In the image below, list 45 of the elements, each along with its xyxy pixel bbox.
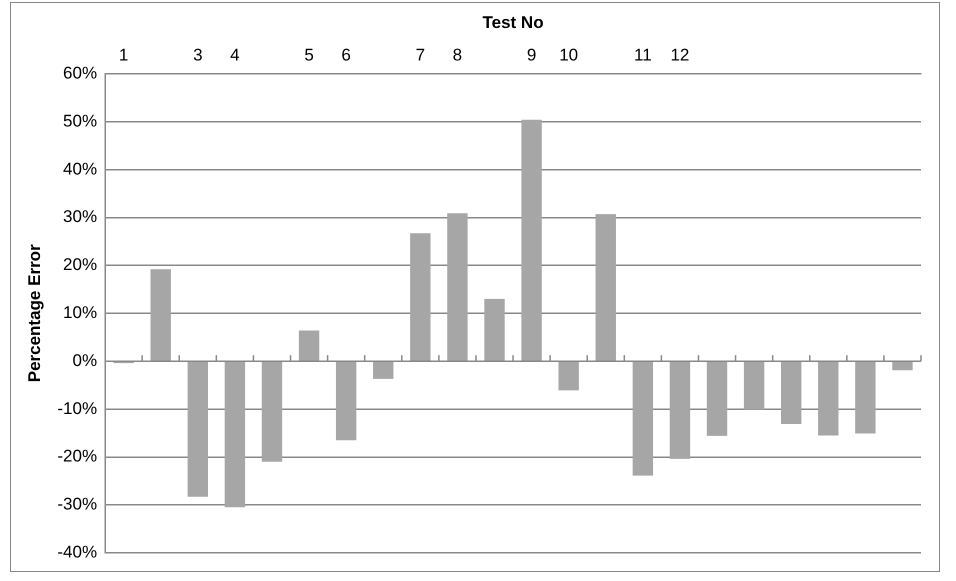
y-tick-label: 10% (63, 302, 98, 322)
bar (150, 269, 171, 360)
x-axis-title: Test No (482, 12, 544, 32)
bar (892, 362, 913, 370)
y-tick-label: 50% (63, 111, 98, 130)
x-tick-label: 11 (634, 45, 652, 64)
bar (744, 362, 764, 410)
x-tick-label: 6 (341, 45, 351, 64)
bar (410, 233, 431, 360)
bar (521, 120, 542, 360)
bar (262, 362, 282, 462)
x-tick-label: 3 (193, 45, 203, 64)
bar (224, 362, 246, 508)
bar (298, 330, 320, 360)
y-tick-label: 30% (63, 207, 98, 226)
y-tick-label: 20% (63, 255, 98, 274)
x-tick-label: 9 (526, 45, 536, 64)
y-tick-label: -40% (57, 542, 98, 562)
bar (706, 362, 728, 436)
x-tick-label: 4 (230, 45, 240, 64)
bar (818, 362, 838, 436)
bar (632, 362, 654, 476)
bar (780, 362, 802, 424)
bar (855, 362, 876, 434)
bar (447, 213, 468, 360)
y-tick-label: 0% (72, 350, 98, 370)
x-tick-label: 10 (559, 45, 578, 64)
y-tick-label: -10% (57, 398, 98, 418)
y-tick-label: 60% (63, 63, 98, 82)
bar (596, 214, 616, 360)
y-axis-title: Percentage Error (24, 244, 44, 382)
bar (373, 362, 394, 379)
bar (558, 362, 579, 390)
y-tick-label: 40% (63, 159, 98, 178)
bar (188, 362, 208, 497)
x-tick-label: 12 (670, 45, 690, 64)
y-tick-label: -30% (57, 494, 98, 514)
y-tick-label: -20% (57, 446, 98, 466)
bar (670, 362, 690, 459)
x-tick-label: 1 (118, 45, 128, 64)
bar (336, 362, 356, 440)
bar (484, 298, 505, 360)
x-tick-label: 5 (304, 45, 314, 64)
x-tick-label: 8 (452, 45, 462, 64)
x-tick-label: 7 (416, 45, 426, 64)
